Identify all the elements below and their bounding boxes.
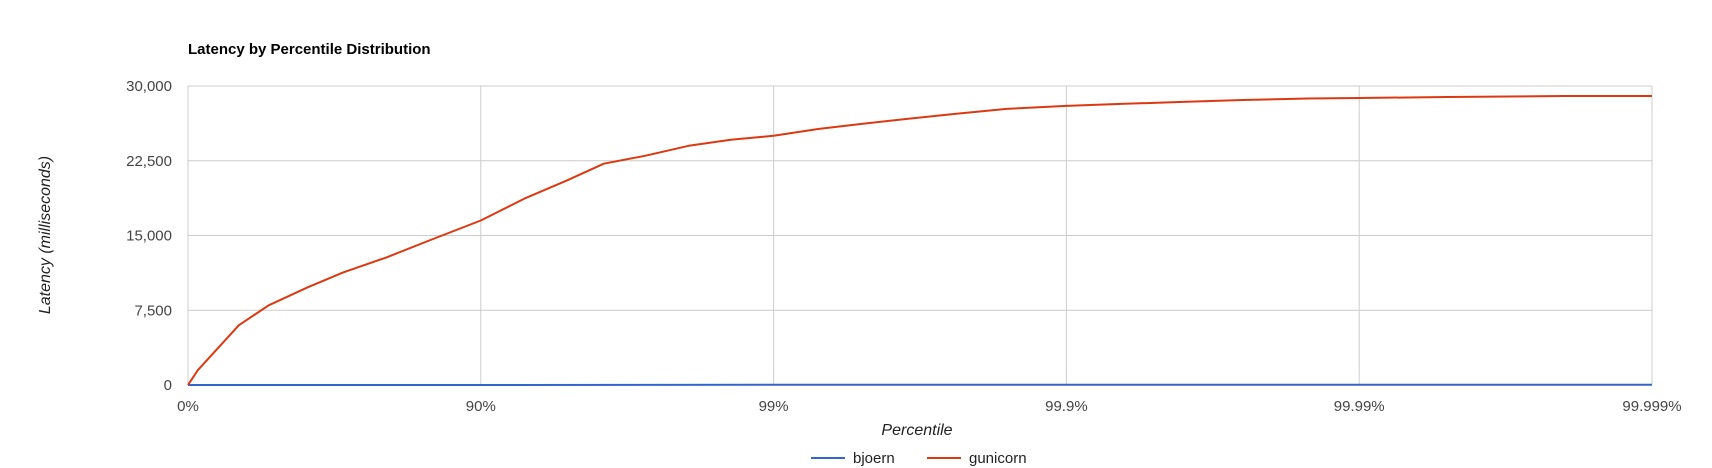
legend-item-gunicorn[interactable]: gunicorn xyxy=(927,450,1027,467)
series-lines xyxy=(187,95,1652,386)
legend[interactable]: bjoern gunicorn xyxy=(811,450,1027,467)
y-tick-label: 22,500 xyxy=(126,153,172,170)
x-tick-label: 99.9% xyxy=(1045,398,1088,415)
legend-item-bjoern[interactable]: bjoern xyxy=(811,450,895,467)
y-axis-ticks: 0 7,500 15,000 22,500 30,000 xyxy=(126,78,172,394)
x-tick-label: 0% xyxy=(177,398,199,415)
y-tick-label: 7,500 xyxy=(134,302,172,319)
y-tick-label: 0 xyxy=(164,377,172,394)
legend-label: gunicorn xyxy=(969,450,1027,467)
chart-title: Latency by Percentile Distribution xyxy=(188,41,431,58)
x-tick-label: 99% xyxy=(759,398,789,415)
y-axis-title: Latency (milliseconds) xyxy=(37,156,54,314)
y-tick-label: 30,000 xyxy=(126,78,172,95)
series-line-gunicorn xyxy=(187,95,1652,386)
x-axis-ticks: 0% 90% 99% 99.9% 99.99% 99.999% xyxy=(177,398,1681,415)
y-tick-label: 15,000 xyxy=(126,228,172,245)
x-tick-label: 99.999% xyxy=(1622,398,1681,415)
x-axis-title: Percentile xyxy=(881,422,952,439)
x-tick-label: 90% xyxy=(466,398,496,415)
gridlines xyxy=(187,85,1653,386)
x-tick-label: 99.99% xyxy=(1334,398,1385,415)
legend-label: bjoern xyxy=(853,450,895,467)
